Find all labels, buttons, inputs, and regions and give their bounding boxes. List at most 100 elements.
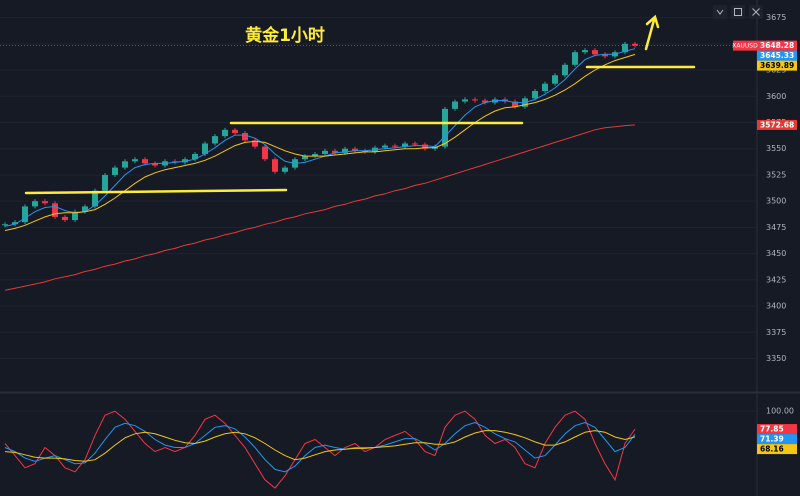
plot-layer xyxy=(0,41,757,489)
candle xyxy=(542,83,548,92)
candle xyxy=(192,153,198,160)
candle xyxy=(172,161,178,163)
candle xyxy=(152,163,158,166)
trend-arrow xyxy=(644,18,656,51)
price-tag-bg xyxy=(757,50,797,61)
candle xyxy=(322,150,328,154)
candle xyxy=(122,161,128,168)
toolbar xyxy=(713,5,763,19)
candle xyxy=(422,144,428,149)
moving-average-line xyxy=(4,124,636,291)
candle xyxy=(222,129,228,137)
candle xyxy=(572,52,578,65)
y-tick-label: 3400 xyxy=(766,302,786,311)
price-tag: 3572.68 xyxy=(760,120,794,129)
y-tick-label: 3475 xyxy=(766,223,786,232)
candle xyxy=(482,100,488,103)
candle xyxy=(212,136,218,144)
y-tick-label: 3375 xyxy=(766,328,786,337)
oscillator-line xyxy=(4,410,636,489)
moving-average-line xyxy=(4,48,636,227)
candle xyxy=(22,206,28,223)
candle xyxy=(272,159,278,172)
price-tag-bg xyxy=(757,60,797,71)
price-tag: 3648.28 xyxy=(760,41,794,50)
candle xyxy=(622,43,628,53)
candle xyxy=(552,75,558,84)
candle xyxy=(2,224,8,226)
candle xyxy=(202,143,208,154)
support-line xyxy=(24,188,288,195)
candle xyxy=(282,167,288,172)
y-tick-label: 3500 xyxy=(766,197,786,206)
candle xyxy=(452,101,458,109)
price-tag: 71.39 xyxy=(760,435,784,444)
price-tag-bg xyxy=(757,40,797,51)
candle xyxy=(182,159,188,163)
price-tag: 3645.33 xyxy=(760,51,794,60)
y-tick-label: 3550 xyxy=(766,144,786,153)
candle xyxy=(32,201,38,207)
candle xyxy=(102,174,108,191)
oscillator-line xyxy=(4,421,636,473)
candle xyxy=(462,99,468,102)
candle xyxy=(92,190,98,207)
candle xyxy=(312,153,318,157)
y-tick-label: 3675 xyxy=(766,13,786,22)
candle xyxy=(232,129,238,133)
candle xyxy=(342,148,348,153)
candle xyxy=(512,101,518,107)
candle xyxy=(332,150,338,153)
candle xyxy=(12,222,18,225)
symbol-tag: XAUUSD xyxy=(732,43,758,50)
candle xyxy=(442,108,448,147)
y-tick-label: 3450 xyxy=(766,249,786,258)
candle xyxy=(242,132,248,141)
candle xyxy=(562,64,568,76)
candle xyxy=(52,203,58,217)
candle xyxy=(602,54,608,57)
candle xyxy=(532,91,538,99)
y-tick-label: 100.00 xyxy=(766,407,794,416)
price-tag-bg xyxy=(757,424,797,435)
collapse-button[interactable] xyxy=(713,5,727,19)
y-tick-label: 3350 xyxy=(766,354,786,363)
candle xyxy=(112,167,118,175)
candle xyxy=(362,150,368,152)
y-tick-label: 3425 xyxy=(766,275,786,284)
oscillator-line xyxy=(4,430,636,462)
candle xyxy=(392,145,398,147)
maximize-icon xyxy=(734,8,742,16)
candle xyxy=(382,145,388,148)
price-tag: 68.16 xyxy=(760,445,784,454)
maximize-button[interactable] xyxy=(731,5,745,19)
candle xyxy=(142,159,148,164)
chart-title: 黄金1小时 xyxy=(245,25,325,46)
candle xyxy=(262,146,268,160)
candle xyxy=(62,216,68,221)
candle xyxy=(472,99,478,101)
candle xyxy=(82,206,88,212)
candle xyxy=(42,201,48,204)
candle xyxy=(592,50,598,55)
candle xyxy=(582,50,588,53)
close-icon xyxy=(752,8,760,16)
collapse-icon xyxy=(716,9,724,15)
price-tag-bg xyxy=(757,119,797,130)
y-tick-label: 3600 xyxy=(766,92,786,101)
candle xyxy=(632,43,638,46)
candle xyxy=(412,143,418,145)
price-tag-bg xyxy=(757,434,797,445)
candle xyxy=(72,211,78,221)
candle xyxy=(402,143,408,147)
price-tag: 77.85 xyxy=(760,425,784,434)
symbol-tag-bg xyxy=(733,40,757,51)
price-tag-bg xyxy=(757,444,797,455)
candle xyxy=(132,159,138,162)
moving-average-line xyxy=(4,53,636,231)
candle xyxy=(252,140,258,147)
candle xyxy=(302,156,308,160)
